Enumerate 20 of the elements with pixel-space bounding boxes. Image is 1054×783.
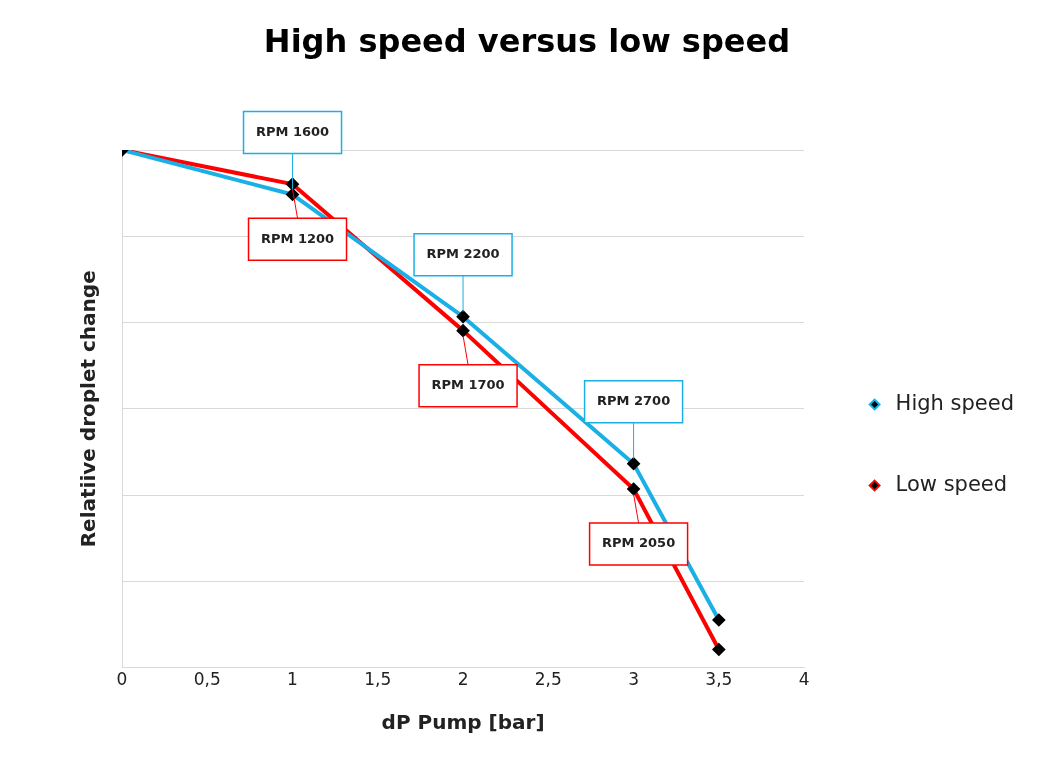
legend-label: Low speed	[895, 471, 1008, 496]
x-tick-label: 1,5	[364, 669, 392, 690]
x-tick-label: 2,5	[534, 669, 562, 690]
annotation: RPM 2050	[602, 535, 676, 551]
x-tick-label: 4	[798, 669, 810, 690]
x-tick-label: 0,5	[193, 669, 221, 690]
x-axis-title: dP Pump [bar]	[381, 710, 545, 735]
legend-label: High speed	[895, 390, 1015, 415]
y-axis-title: Relatiive droplet change	[76, 270, 101, 548]
x-tick-label: 2	[457, 669, 469, 690]
annotation: RPM 1700	[431, 377, 505, 393]
annotation: RPM 1600	[255, 123, 330, 139]
x-tick-label: 3	[628, 669, 639, 690]
x-tick-label: 3,5	[705, 669, 733, 690]
chart-title: High speed versus low speed	[262, 22, 792, 60]
annotation: RPM 1200	[260, 230, 335, 246]
x-tick-label: 1	[287, 669, 298, 690]
annotation: RPM 2200	[426, 246, 500, 262]
annotation: RPM 2700	[597, 393, 671, 409]
x-tick-label: 0	[116, 669, 128, 690]
